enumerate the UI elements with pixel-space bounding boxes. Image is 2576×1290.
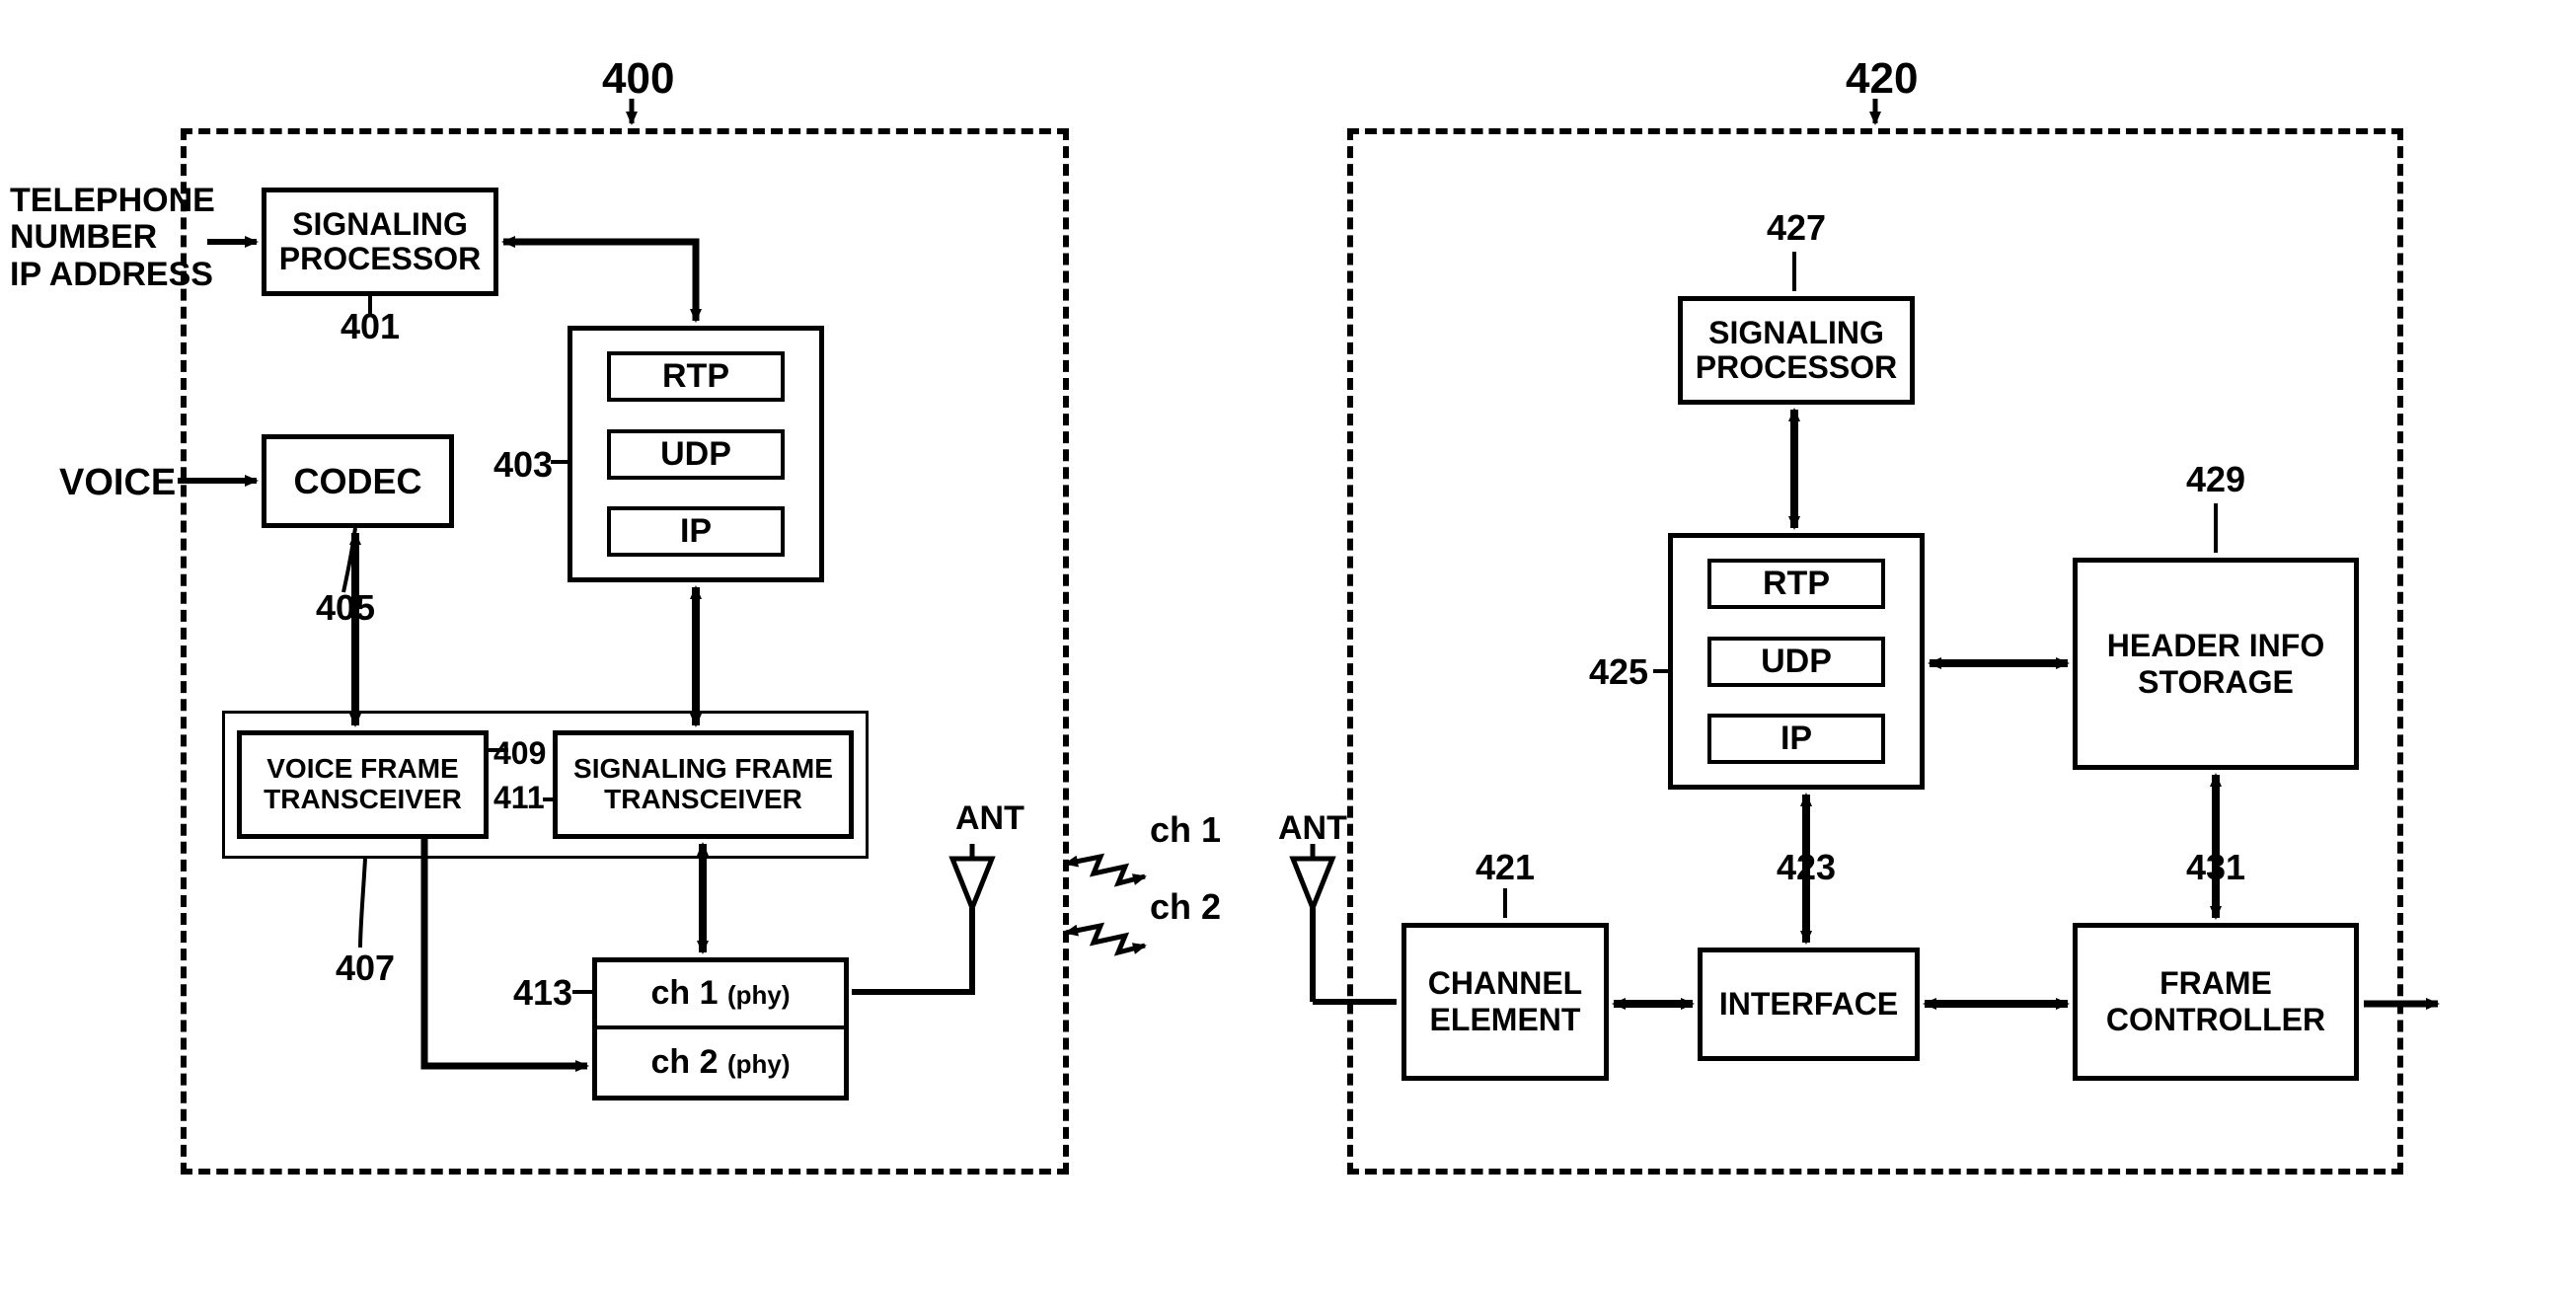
block-protocol-stack-left: RTP UDP IP [568,326,824,582]
block-frame-controller: FRAMECONTROLLER [2073,923,2359,1081]
layer-ip-r: IP [1707,714,1885,764]
label-ch1-mid: ch 1 [1150,809,1221,851]
id-421: 421 [1476,847,1535,888]
phy-ch1: ch 1 (phy) [650,974,790,1013]
id-423: 423 [1777,847,1836,888]
label-ch2-mid: ch 2 [1150,886,1221,928]
block-label: CODEC [293,461,421,502]
id-425: 425 [1589,651,1648,693]
module-420-id: 420 [1846,54,1918,104]
id-409: 409 [493,735,546,772]
id-407: 407 [336,948,395,989]
phy-ch2: ch 2 (phy) [650,1043,790,1082]
id-413: 413 [513,972,572,1014]
block-protocol-stack-right: RTP UDP IP [1668,533,1925,790]
layer-udp-r: UDP [1707,637,1885,687]
id-401: 401 [341,306,400,347]
block-phy: ch 1 (phy) ch 2 (phy) [592,957,849,1100]
id-427: 427 [1767,207,1826,249]
block-signaling-processor-right: SIGNALINGPROCESSOR [1678,296,1915,405]
label-ant-right: ANT [1278,809,1347,848]
block-codec: CODEC [262,434,454,528]
block-label: INTERFACE [1719,986,1898,1023]
block-header-info-storage: HEADER INFOSTORAGE [2073,558,2359,770]
layer-rtp-r: RTP [1707,559,1885,609]
label-ant-left: ANT [955,799,1024,838]
label-telnum-ipaddr: TELEPHONENUMBERIP ADDRESS [10,183,215,293]
id-411: 411 [493,780,545,816]
id-405: 405 [316,587,375,629]
block-channel-element: CHANNELELEMENT [1402,923,1609,1081]
block-signaling-processor-left: SIGNALINGPROCESSOR [262,188,498,296]
label-voice: VOICE [59,462,176,504]
layer-ip: IP [607,506,785,557]
block-interface: INTERFACE [1698,948,1920,1061]
id-403: 403 [493,444,553,486]
block-label: VOICE FRAMETRANSCEIVER [264,754,462,815]
layer-rtp: RTP [607,351,785,402]
module-400-id: 400 [602,54,674,104]
block-label: HEADER INFOSTORAGE [2107,628,2324,701]
layer-udp: UDP [607,429,785,480]
block-voice-frame-transceiver: VOICE FRAMETRANSCEIVER [237,730,489,839]
block-label: SIGNALINGPROCESSOR [279,207,481,276]
block-label: FRAMECONTROLLER [2106,965,2325,1038]
id-429: 429 [2186,459,2245,500]
block-label: SIGNALING FRAMETRANSCEIVER [573,754,833,815]
block-signaling-frame-transceiver: SIGNALING FRAMETRANSCEIVER [553,730,854,839]
block-label: SIGNALINGPROCESSOR [1696,316,1897,385]
id-431: 431 [2186,847,2245,888]
block-label: CHANNELELEMENT [1428,965,1582,1038]
